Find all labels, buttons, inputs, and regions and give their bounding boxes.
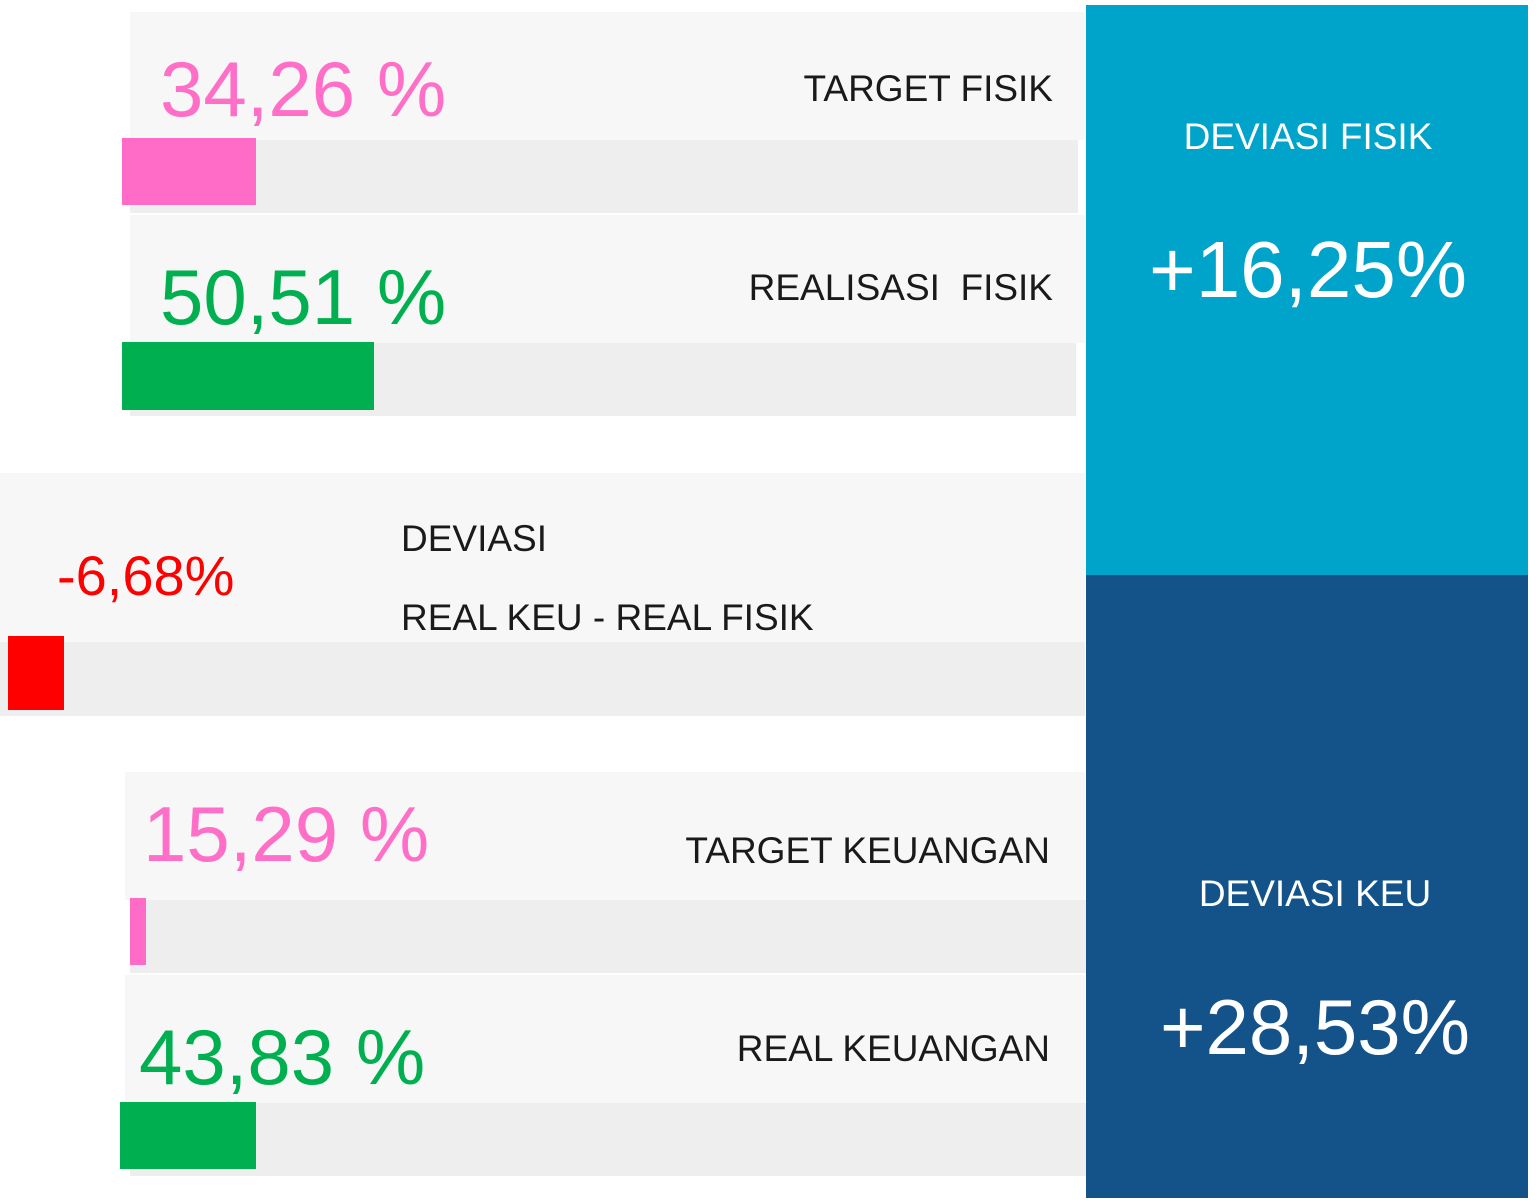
bar-track bbox=[130, 900, 1105, 973]
bar-track bbox=[130, 1103, 1104, 1176]
label: REAL KEUANGAN bbox=[736, 1028, 1050, 1069]
bar bbox=[8, 636, 64, 710]
row-bg bbox=[0, 473, 1085, 642]
row-bg bbox=[125, 975, 1085, 1103]
label: TARGET FISIK bbox=[803, 68, 1053, 109]
label: REAL KEU - REAL FISIK bbox=[401, 597, 814, 638]
bar-track bbox=[130, 140, 1078, 213]
label: TARGET KEUANGAN bbox=[685, 830, 1050, 871]
label: DEVIASI bbox=[401, 518, 547, 559]
row-bg bbox=[130, 215, 1085, 343]
summary-panel bbox=[1086, 5, 1528, 575]
value: 43,83 % bbox=[139, 1013, 426, 1101]
summary-value: +28,53% bbox=[1159, 983, 1471, 1071]
value: -6,68% bbox=[57, 544, 235, 607]
bar bbox=[122, 342, 374, 410]
bar bbox=[122, 138, 256, 205]
bar-track bbox=[0, 642, 1085, 716]
bar bbox=[120, 1102, 256, 1169]
label: REALISASI FISIK bbox=[748, 267, 1053, 308]
value: 50,51 % bbox=[160, 253, 447, 341]
value: 34,26 % bbox=[160, 45, 447, 133]
summary-panel bbox=[1086, 575, 1528, 1198]
summary-title: DEVIASI FISIK bbox=[1183, 116, 1433, 157]
value: 15,29 % bbox=[143, 790, 430, 878]
bar bbox=[130, 898, 146, 965]
row-bg bbox=[125, 772, 1085, 900]
row-bg bbox=[130, 12, 1085, 140]
summary-value: +16,25% bbox=[1148, 225, 1468, 314]
summary-title: DEVIASI KEU bbox=[1198, 873, 1432, 914]
